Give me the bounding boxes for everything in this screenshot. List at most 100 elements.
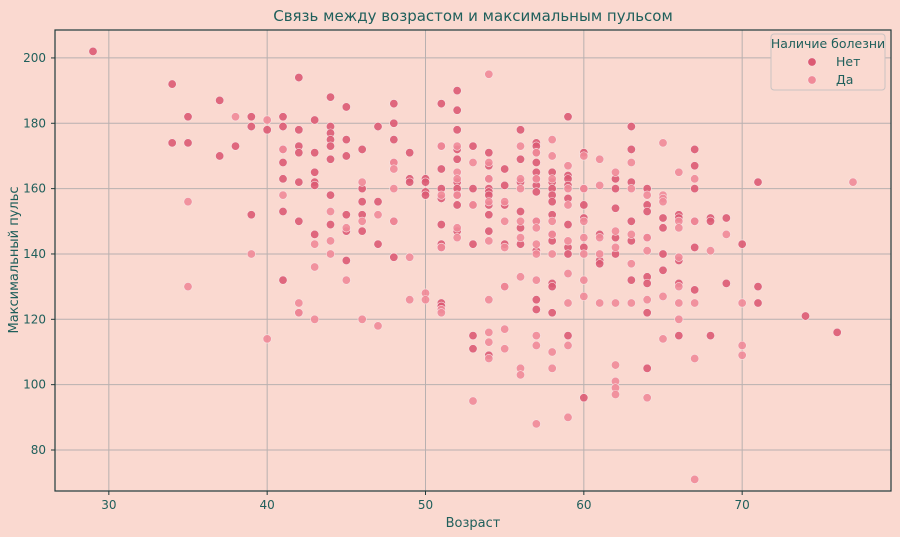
data-point-series-1-82: [547, 229, 557, 239]
chart-title: Связь между возрастом и максимальным пул…: [273, 7, 673, 25]
x-tick-label-50: 50: [418, 498, 433, 512]
data-point-series-1-122: [642, 295, 652, 305]
data-point-series-1-64: [515, 233, 525, 243]
data-point-series-0-182: [674, 331, 684, 341]
data-point-series-0-38: [325, 190, 335, 200]
data-point-series-0-2: [167, 138, 177, 148]
x-tick-label-70: 70: [735, 498, 750, 512]
data-point-series-1-128: [658, 291, 668, 301]
data-point-series-1-77: [531, 419, 541, 429]
data-point-series-0-124: [531, 295, 541, 305]
legend-marker-series-0: [807, 57, 817, 67]
data-point-series-1-40: [452, 223, 462, 233]
data-point-series-0-197: [753, 298, 763, 308]
data-point-series-0-42: [341, 151, 351, 161]
x-ticks: 30 40 50 60 70: [101, 491, 750, 512]
data-point-series-0-104: [500, 180, 510, 190]
data-point-series-0-92: [468, 344, 478, 354]
data-point-series-0-135: [547, 282, 557, 292]
data-point-series-0-17: [278, 206, 288, 216]
data-point-series-0-78: [452, 105, 462, 115]
data-point-series-0-5: [215, 95, 225, 105]
data-point-series-0-50: [357, 226, 367, 236]
data-point-series-1-78: [547, 135, 557, 145]
data-point-series-0-144: [563, 249, 573, 259]
data-point-series-0-9: [246, 122, 256, 132]
data-point-series-0-32: [325, 92, 335, 102]
data-point-series-0-30: [310, 180, 320, 190]
data-point-series-0-85: [452, 200, 462, 210]
data-point-series-0-64: [420, 177, 430, 187]
data-point-series-1-107: [610, 226, 620, 236]
data-point-series-0-37: [325, 154, 335, 164]
data-point-series-1-26: [389, 216, 399, 226]
data-point-series-0-148: [579, 200, 589, 210]
data-point-series-1-16: [341, 223, 351, 233]
data-point-series-0-174: [658, 213, 668, 223]
y-tick-label-180: 180: [23, 116, 46, 130]
data-point-series-1-18: [357, 177, 367, 187]
data-point-series-1-93: [563, 412, 573, 422]
data-point-series-1-105: [595, 298, 605, 308]
data-point-series-1-62: [515, 184, 525, 194]
y-tick-label-80: 80: [31, 443, 46, 457]
data-point-series-1-142: [705, 246, 715, 256]
data-point-series-1-3: [246, 249, 256, 259]
data-point-series-1-117: [626, 259, 636, 269]
data-point-series-0-151: [579, 393, 589, 403]
data-point-series-0-195: [753, 177, 763, 187]
data-point-series-0-4: [183, 138, 193, 148]
data-point-series-0-39: [325, 220, 335, 230]
data-point-series-0-157: [610, 203, 620, 213]
data-point-series-1-65: [515, 272, 525, 282]
data-point-series-1-67: [515, 370, 525, 380]
data-point-series-0-185: [690, 184, 700, 194]
data-point-series-0-90: [468, 239, 478, 249]
data-point-series-1-109: [610, 298, 620, 308]
data-point-series-0-66: [420, 190, 430, 200]
data-point-series-0-53: [373, 239, 383, 249]
data-point-series-0-24: [294, 216, 304, 226]
data-point-series-0-192: [721, 213, 731, 223]
data-point-series-0-8: [246, 112, 256, 122]
data-point-series-1-127: [658, 197, 668, 207]
data-point-series-1-91: [563, 298, 573, 308]
data-point-series-1-129: [658, 334, 668, 344]
y-axis-label: Максимальный пульс: [7, 186, 22, 333]
data-point-series-1-80: [547, 174, 557, 184]
data-point-series-0-45: [341, 255, 351, 265]
data-point-series-1-21: [373, 210, 383, 220]
data-point-series-0-18: [278, 275, 288, 285]
data-point-series-1-55: [500, 216, 510, 226]
data-point-series-1-60: [515, 141, 525, 151]
data-point-series-1-56: [500, 242, 510, 252]
data-point-series-1-87: [563, 184, 573, 194]
data-point-series-1-49: [484, 236, 494, 246]
data-point-series-0-163: [626, 216, 636, 226]
data-point-series-1-1: [183, 282, 193, 292]
data-point-series-1-50: [484, 295, 494, 305]
data-point-series-1-17: [341, 275, 351, 285]
data-point-series-1-139: [690, 298, 700, 308]
data-point-series-0-60: [405, 148, 415, 158]
data-point-series-1-52: [484, 337, 494, 347]
data-point-series-0-165: [626, 275, 636, 285]
data-point-series-1-46: [484, 157, 494, 167]
data-point-series-0-193: [721, 278, 731, 288]
data-point-series-0-111: [515, 206, 525, 216]
data-point-series-1-75: [531, 331, 541, 341]
data-point-series-0-121: [531, 187, 541, 197]
data-point-series-1-12: [310, 314, 320, 324]
data-point-series-1-146: [737, 350, 747, 360]
data-point-series-0-6: [215, 151, 225, 161]
data-point-series-0-54: [389, 99, 399, 109]
data-point-series-1-89: [563, 236, 573, 246]
data-point-series-1-25: [389, 184, 399, 194]
data-point-series-0-11: [262, 125, 272, 135]
data-point-series-0-188: [690, 285, 700, 295]
data-point-series-1-57: [500, 282, 510, 292]
data-point-series-1-113: [610, 389, 620, 399]
data-point-series-1-133: [674, 252, 684, 262]
data-point-series-1-10: [310, 239, 320, 249]
data-point-series-0-62: [405, 177, 415, 187]
